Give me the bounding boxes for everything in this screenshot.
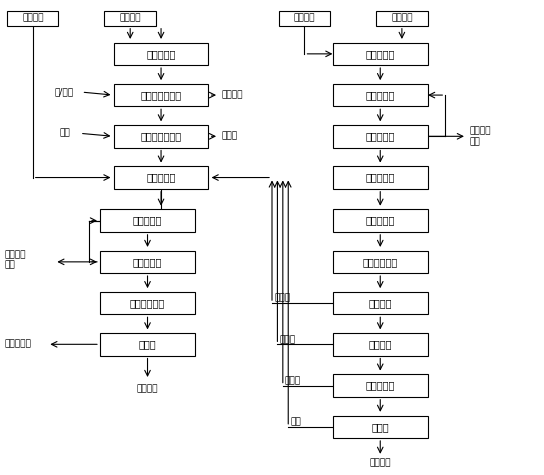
Text: 第二调节池: 第二调节池 [146,172,176,182]
Text: 反洗水: 反洗水 [274,294,290,303]
FancyBboxPatch shape [114,166,208,189]
Text: 第一中间水池: 第一中间水池 [363,257,398,267]
FancyBboxPatch shape [333,209,428,232]
FancyBboxPatch shape [333,333,428,356]
FancyBboxPatch shape [279,11,330,26]
Text: 氟化钙: 氟化钙 [221,132,237,141]
Text: 再生水: 再生水 [285,376,301,385]
FancyBboxPatch shape [104,11,156,26]
Text: 第二中间水池: 第二中间水池 [130,298,165,308]
Text: 纳/钾盐: 纳/钾盐 [54,87,73,96]
Text: 产水回用: 产水回用 [369,458,391,467]
Text: 蒸发器: 蒸发器 [139,339,156,349]
FancyBboxPatch shape [100,251,195,273]
Text: 钙盐: 钙盐 [60,129,71,138]
Text: 第二反应池: 第二反应池 [133,216,162,226]
Text: 第一反应池: 第一反应池 [366,90,395,100]
FancyBboxPatch shape [114,84,208,106]
Text: 第三调节池: 第三调节池 [366,49,395,59]
Text: 稀碱废水: 稀碱废水 [294,14,315,23]
Text: 反渗透: 反渗透 [372,422,389,432]
FancyBboxPatch shape [333,125,428,148]
FancyBboxPatch shape [333,84,428,106]
Text: 树脂软化器: 树脂软化器 [366,380,395,390]
FancyBboxPatch shape [333,166,428,189]
FancyBboxPatch shape [333,416,428,438]
Text: 污泥压滤
外运: 污泥压滤 外运 [4,250,26,270]
FancyBboxPatch shape [376,11,428,26]
FancyBboxPatch shape [333,251,428,273]
Text: 氟硅酸盐: 氟硅酸盐 [221,91,243,100]
Text: 第三沉淀池: 第三沉淀池 [133,257,162,267]
FancyBboxPatch shape [114,43,208,65]
FancyBboxPatch shape [333,43,428,65]
Text: 第一结晶反应器: 第一结晶反应器 [140,90,182,100]
Text: 浓酸废水: 浓酸废水 [120,14,141,23]
Text: 稀酸废水: 稀酸废水 [391,14,413,23]
FancyBboxPatch shape [333,374,428,397]
FancyBboxPatch shape [333,292,428,314]
Text: 冷凝水回用: 冷凝水回用 [4,340,31,349]
FancyBboxPatch shape [114,125,208,148]
Text: 浓水: 浓水 [290,418,301,427]
Text: 第二沉淀池: 第二沉淀池 [366,216,395,226]
Text: 第一沉淀池: 第一沉淀池 [366,131,395,141]
Text: 浓碱废水: 浓碱废水 [22,14,44,23]
FancyBboxPatch shape [100,209,195,232]
Text: 反洗水: 反洗水 [280,335,296,344]
Text: 残渣外运: 残渣外运 [137,385,158,394]
Text: 第二结晶反应器: 第二结晶反应器 [140,131,182,141]
Text: 第一调节池: 第一调节池 [146,49,176,59]
Text: 碳过滤器: 碳过滤器 [368,339,392,349]
Text: 砂过滤器: 砂过滤器 [368,298,392,308]
Text: 化学软化池: 化学软化池 [366,172,395,182]
Text: 污泥压滤
外运: 污泥压滤 外运 [469,127,491,146]
FancyBboxPatch shape [100,333,195,356]
FancyBboxPatch shape [100,292,195,314]
FancyBboxPatch shape [7,11,59,26]
